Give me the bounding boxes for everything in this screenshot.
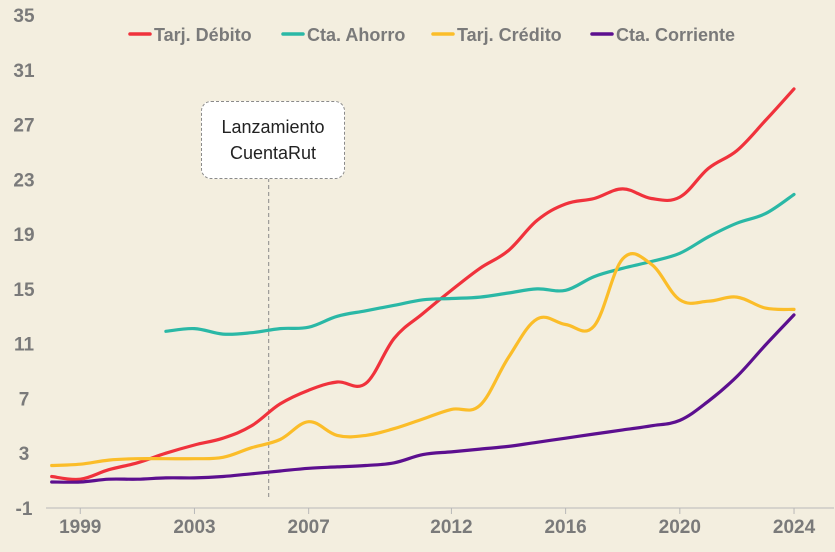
- annotation-line-1: Lanzamiento: [221, 117, 325, 137]
- y-tick-label: -1: [16, 499, 33, 520]
- x-tick-label: 2024: [773, 517, 816, 538]
- legend-label: Cta. Ahorro: [307, 25, 405, 45]
- y-tick-label: 11: [14, 335, 35, 356]
- x-tick-label: 2003: [173, 517, 215, 538]
- y-tick-label: 31: [13, 61, 35, 82]
- legend-label: Tarj. Débito: [154, 25, 252, 45]
- series-lines: [50, 87, 796, 484]
- y-tick-label: 23: [13, 170, 34, 191]
- y-tick-label: 19: [13, 225, 34, 246]
- y-axis-ticks: -1 3 7 11 15 19 23 27 31 35: [13, 6, 35, 520]
- series-line: [50, 87, 796, 482]
- y-tick-label: 35: [13, 6, 35, 27]
- x-axis-ticks: 1999 2003 2007 2012 2016 2020 2024: [59, 508, 816, 538]
- y-tick-label: 27: [13, 116, 34, 137]
- x-tick-label: 2016: [544, 517, 586, 538]
- x-tick-label: 1999: [59, 517, 101, 538]
- annotation-line-2: CuentaRut: [229, 143, 317, 163]
- y-tick-label: 3: [19, 444, 30, 465]
- y-tick-label: 7: [19, 389, 30, 410]
- x-tick-label: 2020: [659, 517, 701, 538]
- series-line: [164, 192, 796, 336]
- x-tick-label: 2012: [430, 517, 472, 538]
- legend: Tarj. Débito Cta. Ahorro Tarj. Crédito Cta.…: [128, 25, 735, 45]
- x-tick-label: 2007: [288, 517, 330, 538]
- annotation-box: Lanzamiento CuentaRut: [201, 101, 345, 179]
- legend-label: Tarj. Crédito: [457, 25, 562, 45]
- y-tick-label: 15: [13, 280, 35, 301]
- legend-label: Cta. Corriente: [616, 25, 735, 45]
- series-line: [50, 252, 796, 468]
- series-line: [50, 313, 796, 484]
